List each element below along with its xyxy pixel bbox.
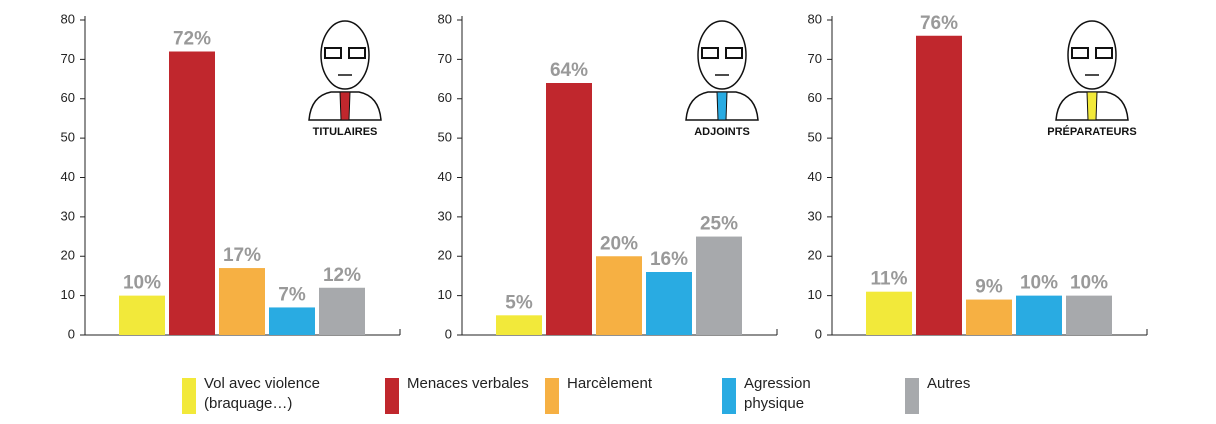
value-label: 5% (505, 292, 533, 313)
value-label: 72% (173, 29, 211, 50)
icon-glasses-l (324, 47, 342, 59)
legend-swatch (182, 378, 196, 414)
bar (269, 307, 315, 335)
y-tick-label: 10 (61, 287, 75, 302)
bar (319, 287, 365, 335)
legend-label: Harcèlement (567, 375, 653, 392)
bar (916, 35, 962, 335)
bar (219, 268, 265, 335)
chart-title: ADJOINTS (694, 126, 750, 138)
icon-head (1067, 20, 1117, 90)
icon-tie (1086, 91, 1098, 121)
legend-swatch (545, 378, 559, 414)
bar (966, 299, 1012, 335)
bar (169, 51, 215, 335)
legend-item: Agression physique (722, 374, 874, 414)
icon-head (697, 20, 747, 90)
value-label: 25% (700, 214, 738, 235)
legend-item: Vol avec violence (braquage…) (182, 374, 374, 414)
y-tick-label: 80 (61, 11, 75, 26)
icon-tie (716, 91, 728, 121)
y-tick-label: 20 (438, 248, 452, 263)
legend-item: Harcèlement (545, 374, 707, 414)
value-label: 9% (975, 277, 1003, 298)
chart-title: TITULAIRES (313, 126, 378, 138)
value-label: 10% (1070, 273, 1108, 294)
legend-swatch (905, 378, 919, 414)
bar (596, 256, 642, 335)
y-tick-label: 0 (68, 326, 75, 341)
icon-head (320, 20, 370, 90)
y-tick-label: 70 (808, 51, 822, 66)
icon-glasses-l (1071, 47, 1089, 59)
icon-glasses-r (348, 47, 366, 59)
bar (546, 83, 592, 335)
y-tick-label: 40 (61, 169, 75, 184)
icon-glasses-r (1095, 47, 1113, 59)
value-label: 10% (1020, 273, 1058, 294)
value-label: 20% (600, 233, 638, 254)
legend-item: Menaces verbales (385, 374, 537, 414)
value-label: 11% (871, 269, 908, 290)
y-tick-label: 60 (438, 90, 452, 105)
y-tick-label: 40 (808, 169, 822, 184)
y-tick-label: 60 (808, 90, 822, 105)
bar (866, 291, 912, 335)
charts: 0 10 20 30 40 50 60 70 80 10% 72% 17% 7% 12% TITULAIRE… (61, 11, 1148, 341)
chart-title: PRÉPARATEURS (1047, 125, 1136, 138)
y-tick-label: 30 (438, 208, 452, 223)
y-tick-label: 0 (815, 326, 822, 341)
bar (696, 236, 742, 335)
y-tick-label: 30 (808, 208, 822, 223)
value-label: 10% (123, 273, 161, 294)
y-tick-label: 0 (445, 326, 452, 341)
legend-swatch (385, 378, 399, 414)
y-tick-label: 70 (438, 51, 452, 66)
value-label: 64% (550, 60, 588, 81)
y-tick-label: 40 (438, 169, 452, 184)
y-tick-label: 50 (61, 130, 75, 145)
legend-swatch (722, 378, 736, 414)
y-tick-label: 60 (61, 90, 75, 105)
value-label: 76% (920, 13, 958, 34)
value-label: 16% (650, 249, 688, 270)
legend-label: Menaces verbales (407, 375, 529, 392)
bar (1016, 295, 1062, 335)
icon-glasses-r (725, 47, 743, 59)
y-tick-label: 50 (808, 130, 822, 145)
bar (1066, 295, 1112, 335)
value-label: 7% (278, 284, 306, 305)
icon-glasses-l (701, 47, 719, 59)
legend-label: Autres (927, 375, 971, 392)
y-tick-label: 30 (61, 208, 75, 223)
y-tick-label: 80 (438, 11, 452, 26)
legend-label: Agression physique (744, 375, 811, 412)
y-tick-label: 10 (438, 287, 452, 302)
bar (119, 295, 165, 335)
bar (646, 272, 692, 335)
value-label: 17% (223, 245, 261, 266)
y-tick-label: 80 (808, 11, 822, 26)
y-tick-label: 20 (808, 248, 822, 263)
y-tick-label: 70 (61, 51, 75, 66)
legend-label: Vol avec violence (braquage…) (204, 375, 320, 412)
y-tick-label: 10 (808, 287, 822, 302)
value-label: 12% (323, 265, 361, 286)
legend-item: Autres (905, 374, 1027, 414)
y-tick-label: 50 (438, 130, 452, 145)
bar (496, 315, 542, 335)
y-tick-label: 20 (61, 248, 75, 263)
icon-tie (339, 91, 351, 121)
